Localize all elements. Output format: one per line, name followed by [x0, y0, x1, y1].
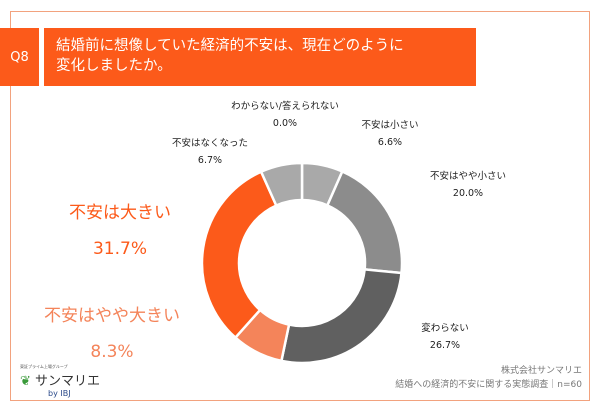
label-large: 不安は大きい 31.7%	[69, 203, 171, 259]
label-unknown: わからない/答えられない 0.0%	[231, 101, 339, 129]
question-title: 結婚前に想像していた経済的不安は、現在どのように 変化しましたか。	[44, 28, 476, 86]
donut-slice-2	[325, 169, 404, 275]
label-no-change: 変わらない 26.7%	[421, 323, 469, 351]
sanmarie-logo: 東証プライム上場グループ ❦ サンマリエ by IBJ	[20, 364, 100, 398]
label-small: 不安は小さい 6.6%	[361, 120, 419, 148]
question-number: Q8	[0, 28, 39, 86]
leaf-icon: ❦	[20, 374, 31, 389]
card-frame	[10, 11, 590, 401]
logo-by: by IBJ	[48, 389, 71, 398]
logo-sub: 東証プライム上場グループ	[20, 364, 68, 369]
source-note: 株式会社サンマリエ 結婚への経済的不安に関する実態調査｜n=60	[395, 366, 582, 390]
logo-name: ❦ サンマリエ	[20, 374, 101, 389]
label-slightly-small: 不安はやや小さい 20.0%	[429, 171, 506, 199]
donut-slice-6	[259, 161, 304, 208]
label-slightly-large: 不安はやや大きい 8.3%	[44, 306, 180, 362]
donut-slice-5	[200, 170, 278, 340]
label-gone: 不安はなくなった 6.7%	[171, 138, 248, 166]
donut-slice-3	[279, 267, 403, 365]
